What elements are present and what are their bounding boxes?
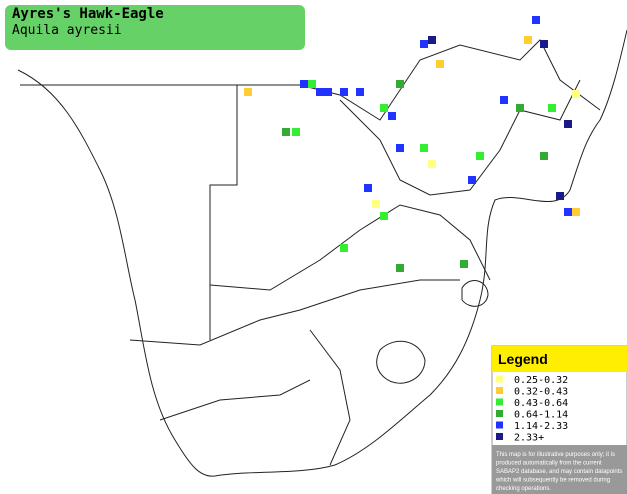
disclaimer-line: SABAP2 database, and may contain datapoi…: [496, 469, 622, 475]
legend-swatch: [496, 433, 503, 440]
square: [572, 208, 580, 216]
scientific-name: Aquila ayresii: [12, 23, 122, 38]
border: [159, 379, 311, 421]
border: [309, 329, 351, 466]
square: [564, 208, 572, 216]
square: [380, 212, 388, 220]
square: [548, 104, 556, 112]
border: [209, 85, 238, 340]
square: [282, 128, 290, 136]
atlas-squares: [244, 16, 580, 272]
legend-label: 0.25-0.32: [514, 375, 568, 386]
legend-swatch: [496, 387, 503, 394]
square: [420, 144, 428, 152]
square: [380, 104, 388, 112]
square: [572, 90, 580, 98]
square: [308, 80, 316, 88]
disclaimer-box: [492, 445, 627, 494]
square: [428, 160, 436, 168]
species-name: Ayres's Hawk-Eagle: [12, 6, 164, 22]
square: [396, 144, 404, 152]
square: [324, 88, 332, 96]
square: [516, 104, 524, 112]
legend-swatch: [496, 410, 503, 417]
square: [540, 152, 548, 160]
title-box: [5, 5, 305, 50]
border: [129, 279, 460, 346]
square: [316, 88, 324, 96]
square: [564, 120, 572, 128]
square: [356, 88, 364, 96]
square: [396, 80, 404, 88]
square: [532, 16, 540, 24]
legend: Legend 0.25-0.320.32-0.430.43-0.640.64-1…: [491, 345, 627, 494]
map-outlines: [17, 29, 627, 477]
square: [476, 152, 484, 160]
square: [340, 88, 348, 96]
legend-label: 0.32-0.43: [514, 387, 568, 398]
legend-header: [492, 346, 627, 372]
square: [340, 244, 348, 252]
square: [460, 260, 468, 268]
border: [461, 280, 489, 307]
coastline: [17, 29, 627, 477]
legend-label: 2.33+: [514, 433, 544, 444]
square: [372, 200, 380, 208]
square: [388, 112, 396, 120]
square: [364, 184, 372, 192]
square: [420, 40, 428, 48]
border: [339, 79, 581, 196]
square: [244, 88, 252, 96]
square: [396, 264, 404, 272]
square: [468, 176, 476, 184]
square: [556, 192, 564, 200]
square: [524, 36, 532, 44]
disclaimer-line: This map is for illustrative purposes on…: [496, 452, 615, 458]
square: [500, 96, 508, 104]
disclaimer-line: produced automatically from the current: [496, 461, 602, 467]
legend-swatch: [496, 398, 503, 406]
disclaimer-line: checking operations.: [496, 486, 551, 492]
square: [292, 128, 300, 136]
legend-label: 0.64-1.14: [514, 410, 568, 421]
square: [540, 40, 548, 48]
border: [376, 340, 426, 384]
legend-label: 0.43-0.64: [514, 398, 568, 409]
legend-swatch: [496, 375, 503, 383]
square: [428, 36, 436, 44]
border: [299, 39, 601, 121]
legend-title: Legend: [498, 351, 548, 367]
legend-label: 1.14-2.33: [514, 421, 568, 432]
square: [300, 80, 308, 88]
legend-swatch: [496, 421, 503, 429]
disclaimer-line: which will subsequently be removed durin…: [495, 478, 610, 484]
square: [436, 60, 444, 68]
